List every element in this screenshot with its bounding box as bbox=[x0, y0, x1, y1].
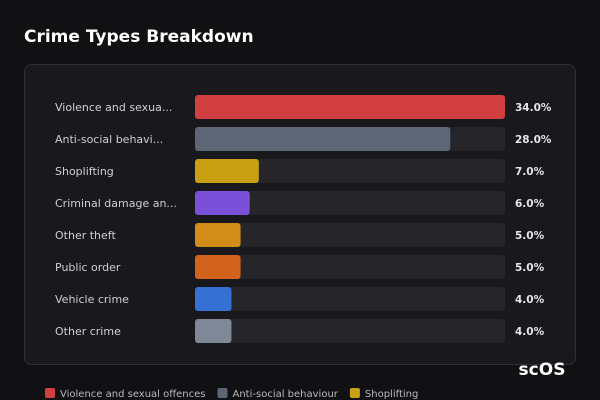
bar bbox=[195, 191, 250, 215]
category-label: Anti-social behavi... bbox=[55, 133, 163, 146]
value-label: 4.0% bbox=[515, 294, 545, 306]
bar bbox=[195, 287, 232, 311]
bar-track bbox=[195, 159, 505, 183]
value-label: 6.0% bbox=[515, 198, 545, 210]
bar-track bbox=[195, 255, 505, 279]
bar bbox=[195, 159, 259, 183]
category-label: Public order bbox=[55, 261, 121, 274]
bar bbox=[195, 223, 241, 247]
category-label: Violence and sexua... bbox=[55, 101, 172, 114]
watermark: scOS bbox=[519, 360, 566, 380]
legend-swatch bbox=[45, 388, 55, 398]
bar-track bbox=[195, 223, 505, 247]
legend-label: Shoplifting bbox=[365, 389, 418, 400]
category-label: Other theft bbox=[55, 229, 116, 242]
bar-track bbox=[195, 319, 505, 343]
value-label: 5.0% bbox=[515, 230, 545, 242]
bar bbox=[195, 95, 505, 119]
legend-label: Violence and sexual offences bbox=[60, 389, 206, 400]
value-label: 4.0% bbox=[515, 326, 545, 338]
value-label: 34.0% bbox=[515, 102, 552, 114]
bar-track bbox=[195, 191, 505, 215]
legend-label: Anti-social behaviour bbox=[233, 389, 339, 400]
bar bbox=[195, 255, 241, 279]
bar-track bbox=[195, 287, 505, 311]
chart-title: Crime Types Breakdown bbox=[24, 27, 254, 47]
category-label: Shoplifting bbox=[55, 165, 114, 178]
legend-swatch bbox=[349, 388, 360, 398]
category-label: Vehicle crime bbox=[55, 293, 129, 306]
category-label: Other crime bbox=[55, 325, 121, 338]
bar bbox=[195, 319, 232, 343]
category-label: Criminal damage an... bbox=[55, 197, 177, 210]
legend-swatch bbox=[217, 388, 228, 398]
value-label: 7.0% bbox=[515, 166, 545, 178]
bar bbox=[195, 127, 451, 151]
value-label: 5.0% bbox=[515, 262, 545, 274]
value-label: 28.0% bbox=[515, 134, 552, 146]
